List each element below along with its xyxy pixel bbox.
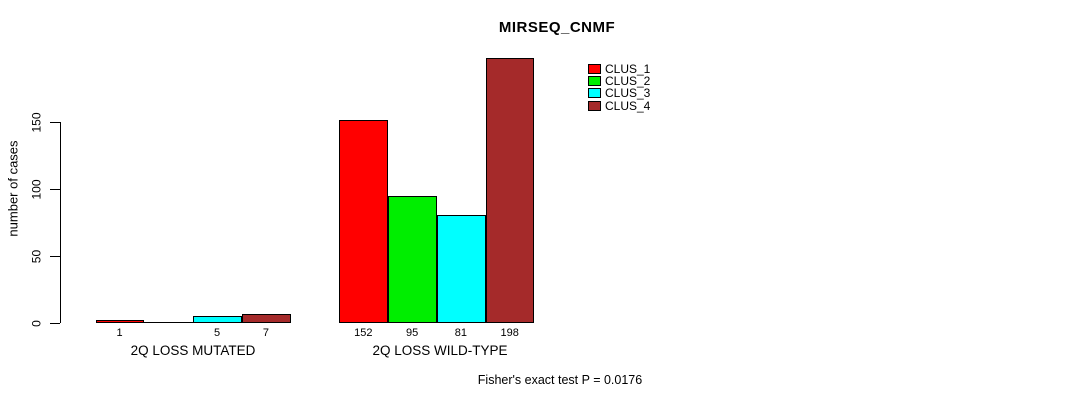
bar-value-label: 7 [262, 327, 269, 339]
y-tick-label: 0 [29, 319, 44, 327]
clus1-color-swatch [588, 64, 601, 75]
clus3-color-swatch [588, 88, 601, 99]
bar-clus_4-group2 [485, 58, 535, 323]
y-tick-label: 100 [29, 179, 44, 200]
y-tick-mark [50, 122, 60, 124]
legend-item-clus1: CLUS_1 [588, 63, 650, 75]
legend-item-clus4: CLUS_4 [588, 100, 650, 112]
fisher-test-annotation: Fisher's exact test P = 0.0176 [477, 373, 643, 387]
clus4-color-swatch [588, 100, 601, 111]
legend-label-clus1: CLUS_1 [605, 62, 651, 77]
clus2-color-swatch [588, 76, 601, 87]
legend-label-clus3: CLUS_3 [605, 86, 651, 101]
bar-clus_3-group2 [436, 215, 486, 323]
legend-label-clus4: CLUS_4 [605, 98, 651, 113]
bar-clus_1-group2 [339, 120, 389, 323]
bar-clus_3-group1 [193, 316, 242, 323]
y-axis-line [60, 122, 61, 323]
y-tick-mark [50, 255, 60, 257]
bar-value-label: 1 [116, 327, 123, 339]
legend: CLUS_1 CLUS_2 CLUS_3 CLUS_4 [588, 63, 650, 112]
legend-label-clus2: CLUS_2 [605, 74, 651, 89]
y-tick-label: 150 [29, 112, 44, 133]
bar-value-label: 95 [405, 327, 419, 339]
y-tick-mark [50, 322, 60, 324]
bar-clus_2-group2 [388, 196, 437, 323]
group-label-mutated: 2Q LOSS MUTATED [130, 343, 256, 358]
bar-clus_2-group1 [144, 322, 194, 323]
y-tick-label: 50 [29, 249, 44, 263]
y-tick-mark [50, 188, 60, 190]
legend-item-clus2: CLUS_2 [588, 75, 650, 87]
legend-item-clus3: CLUS_3 [588, 87, 650, 99]
bar-clus_4-group1 [241, 314, 291, 323]
bar-value-label: 81 [454, 327, 468, 339]
group-label-wildtype: 2Q LOSS WILD-TYPE [372, 343, 508, 358]
bar-clus_1-group1 [95, 320, 145, 323]
bar-value-label: 152 [354, 327, 373, 339]
bar-value-label: 5 [214, 327, 221, 339]
chart-title: MIRSEQ_CNMF [498, 19, 616, 36]
y-axis-label: number of cases [5, 140, 21, 237]
bar-value-label: 198 [500, 327, 519, 339]
